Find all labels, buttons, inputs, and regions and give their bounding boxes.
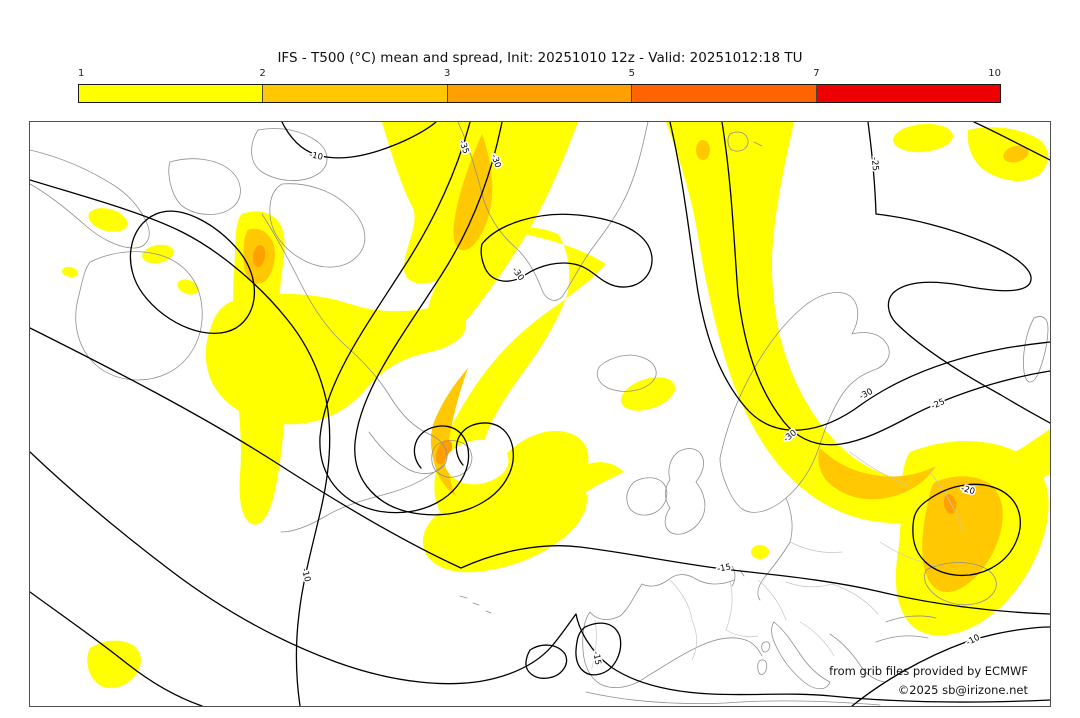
attribution-copyright: ©2025 sb@irizone.net (897, 683, 1028, 697)
contour-label: -25 (869, 157, 880, 172)
contour-label: -30 (858, 387, 875, 402)
colorbar-segment (262, 85, 447, 102)
colorbar-tick-label: 7 (813, 68, 820, 79)
colorbar-tick-label: 2 (259, 68, 266, 79)
contour-label: -15 (716, 562, 731, 574)
colorbar-tick-label: 3 (444, 68, 451, 79)
contour-labels-layer: -10-35-30-30-25-30-25-30-20-15-15-10-10 (297, 137, 983, 667)
contour-label: -10 (299, 567, 312, 583)
colorbar-segment (815, 85, 1001, 102)
map-canvas: -10-35-30-30-25-30-25-30-20-15-15-10-10 (30, 122, 1050, 706)
map-frame: -10 -35 -30 -30 -25 -30 -25 -30 -20 -15 -15 -10 -10 … (29, 121, 1051, 707)
coastlines-layer (30, 122, 1049, 706)
colorbar-segment (79, 85, 263, 102)
spread-shading-level1-layer (62, 122, 1050, 689)
contour-label: -10 (308, 150, 324, 163)
colorbar (78, 84, 1001, 103)
colorbar-tick-label: 10 (988, 68, 1001, 79)
contour-label: -15 (590, 650, 602, 665)
colorbar-segment (446, 85, 632, 102)
contour-lines-layer (30, 122, 1050, 706)
attribution-source: from grib files provided by ECMWF (829, 664, 1028, 678)
comma-inner-hole (445, 439, 509, 485)
colorbar-segment (631, 85, 816, 102)
colorbar-tick-label: 1 (78, 68, 85, 79)
contour-label: -10 (965, 633, 982, 648)
contour-label: -25 (930, 397, 947, 412)
attribution: from grib files provided by ECMWF ©2025 … (829, 662, 1028, 700)
country-borders-layer (591, 451, 965, 669)
colorbar-tick-label: 5 (628, 68, 635, 79)
colorbar-tick-labels: 1 2 3 5 7 10 (78, 68, 1001, 82)
page-title: IFS - T500 (°C) mean and spread, Init: 2… (277, 50, 803, 66)
